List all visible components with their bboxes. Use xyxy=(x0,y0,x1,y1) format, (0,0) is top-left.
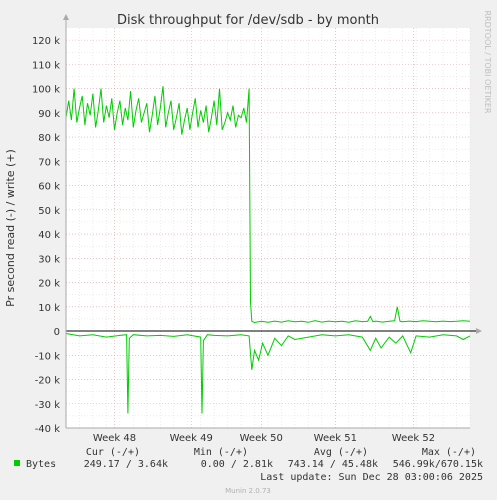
y-tick-label: 90 k xyxy=(38,109,60,120)
y-tick-label: 60 k xyxy=(38,182,60,193)
grid-lines xyxy=(65,28,471,429)
y-tick-label: -30 k xyxy=(35,400,61,411)
legend-header-min: Min (-/+) xyxy=(194,447,248,458)
y-tick-label: 120 k xyxy=(32,36,60,47)
last-update: Last update: Sun Dec 28 03:00:06 2025 xyxy=(260,472,483,483)
series-line-write xyxy=(65,86,471,324)
y-tick-labels: 120 k 110 k 100 k 90 k 80 k 70 k 60 k 50 k 40 k 3… xyxy=(32,36,60,435)
legend-max-value: 546.99k/670.15k xyxy=(393,459,483,470)
rrdtool-watermark: RRDTOOL / TOBI OETIKER xyxy=(483,10,492,113)
x-tick-label: Week 52 xyxy=(392,433,435,444)
x-tick-label: Week 49 xyxy=(170,433,213,444)
y-tick-label: -40 k xyxy=(35,424,61,435)
x-tick-label: Week 51 xyxy=(314,433,357,444)
y-tick-label: 40 k xyxy=(38,230,60,241)
legend-min-value: 0.00 / 2.81k xyxy=(201,459,273,470)
y-tick-label: -10 k xyxy=(35,351,61,362)
legend: Cur (-/+) Min (-/+) Avg (-/+) Max (-/+) … xyxy=(14,447,483,483)
y-tick-label: 80 k xyxy=(38,133,60,144)
y-axis-arrow xyxy=(63,14,69,20)
y-tick-label: 110 k xyxy=(32,60,60,71)
y-tick-label: -20 k xyxy=(35,376,61,387)
y-tick-label: 50 k xyxy=(38,206,60,217)
legend-header-avg: Avg (-/+) xyxy=(314,447,368,458)
legend-cur-value: 249.17 / 3.64k xyxy=(84,459,168,470)
x-tick-labels: Week 48 Week 49 Week 50 Week 51 Week 52 xyxy=(93,433,435,444)
y-tick-label: 30 k xyxy=(38,254,60,265)
legend-header-max: Max (-/+) xyxy=(422,447,476,458)
legend-avg-value: 743.14 / 45.48k xyxy=(288,459,378,470)
x-tick-label: Week 48 xyxy=(93,433,136,444)
y-axis-label: Pr second read (-) / write (+) xyxy=(4,149,17,307)
legend-header-cur: Cur (-/+) xyxy=(86,447,140,458)
y-tick-label: 20 k xyxy=(38,279,60,290)
y-tick-label: 70 k xyxy=(38,157,60,168)
y-tick-label: 0 xyxy=(54,327,60,338)
y-tick-label: 10 k xyxy=(38,303,60,314)
series-line-read xyxy=(65,333,471,414)
x-axis-arrow xyxy=(476,328,482,335)
munin-footer: Munin 2.0.73 xyxy=(225,487,271,495)
axes xyxy=(63,14,482,429)
series-lines xyxy=(65,86,471,414)
y-tick-label: 100 k xyxy=(32,85,60,96)
x-tick-label: Week 50 xyxy=(240,433,283,444)
legend-series-name: Bytes xyxy=(26,459,56,470)
legend-swatch xyxy=(14,460,20,466)
chart-title: Disk throughput for /dev/sdb - by month xyxy=(117,13,379,28)
